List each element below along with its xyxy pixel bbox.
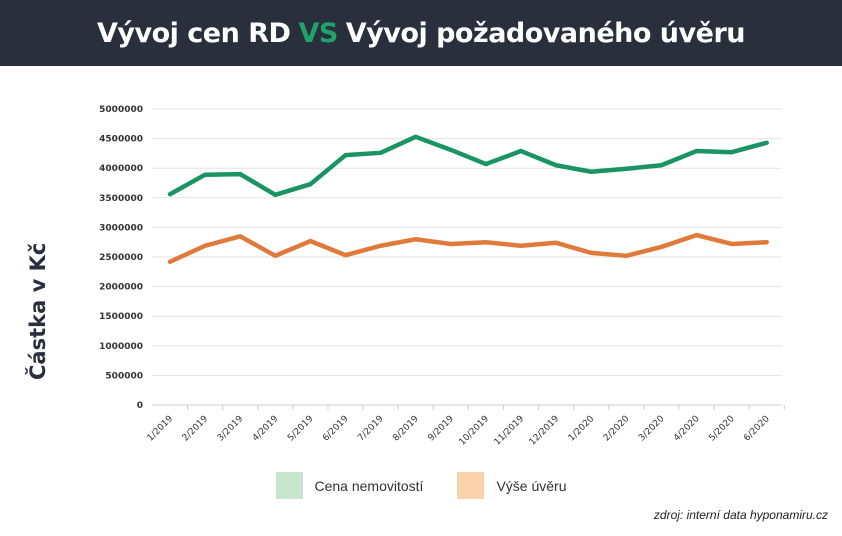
x-tick-label: 1/2019 bbox=[146, 414, 176, 444]
y-tick-label: 4500000 bbox=[99, 135, 143, 145]
legend-item-cena: Cena nemovitostí bbox=[275, 472, 424, 499]
legend-item-uver: Výše úvěru bbox=[457, 472, 567, 499]
title-part2: Vývoj požadovaného úvěru bbox=[345, 17, 746, 49]
y-tick-label: 3500000 bbox=[99, 194, 143, 204]
title-vs: VS bbox=[298, 17, 338, 49]
legend-label: Výše úvěru bbox=[496, 477, 567, 494]
x-tick-label: 3/2020 bbox=[637, 414, 667, 444]
x-tick-label: 9/2019 bbox=[426, 414, 456, 444]
y-tick-label: 5000000 bbox=[99, 105, 143, 115]
y-tick-label: 2000000 bbox=[99, 283, 143, 293]
y-tick-label: 1500000 bbox=[99, 312, 143, 322]
legend-label: Cena nemovitostí bbox=[314, 477, 424, 494]
y-tick-label: 0 bbox=[137, 401, 143, 411]
y-tick-label: 3000000 bbox=[99, 223, 143, 233]
y-tick-label: 4000000 bbox=[99, 164, 143, 174]
series-line-0 bbox=[167, 134, 769, 198]
y-tick-label: 1000000 bbox=[99, 342, 143, 352]
series-line-1 bbox=[167, 232, 769, 264]
x-tick-label: 1/2020 bbox=[567, 414, 597, 444]
y-tick-label: 2500000 bbox=[99, 253, 143, 263]
x-tick-label: 6/2020 bbox=[742, 414, 772, 444]
x-tick-label: 2/2019 bbox=[181, 414, 211, 444]
legend-swatch bbox=[457, 472, 485, 499]
x-tick-label: 6/2019 bbox=[321, 414, 351, 444]
legend-swatch bbox=[275, 472, 303, 499]
x-tick-label: 2/2020 bbox=[602, 414, 632, 444]
x-tick-label: 8/2019 bbox=[391, 414, 421, 444]
x-tick-label: 5/2019 bbox=[286, 414, 316, 444]
x-tick-label: 5/2020 bbox=[707, 414, 737, 444]
source-note: zdroj: interní data hyponamiru.cz bbox=[653, 508, 828, 522]
title-part1: Vývoj cen RD bbox=[97, 17, 291, 49]
legend: Cena nemovitostí Výše úvěru bbox=[0, 472, 842, 499]
x-tick-label: 10/2019 bbox=[458, 414, 492, 448]
x-tick-label: 7/2019 bbox=[356, 414, 386, 444]
x-tick-label: 4/2020 bbox=[672, 414, 702, 444]
x-tick-label: 3/2019 bbox=[216, 414, 246, 444]
x-tick-label: 12/2019 bbox=[528, 414, 562, 448]
y-tick-label: 500000 bbox=[105, 371, 143, 381]
x-tick-label: 11/2019 bbox=[493, 414, 527, 448]
chart-title: Vývoj cen RD VS Vývoj požadovaného úvěru bbox=[0, 0, 842, 66]
x-tick-label: 4/2019 bbox=[251, 414, 281, 444]
y-axis-label: Částka v Kč bbox=[26, 242, 50, 380]
